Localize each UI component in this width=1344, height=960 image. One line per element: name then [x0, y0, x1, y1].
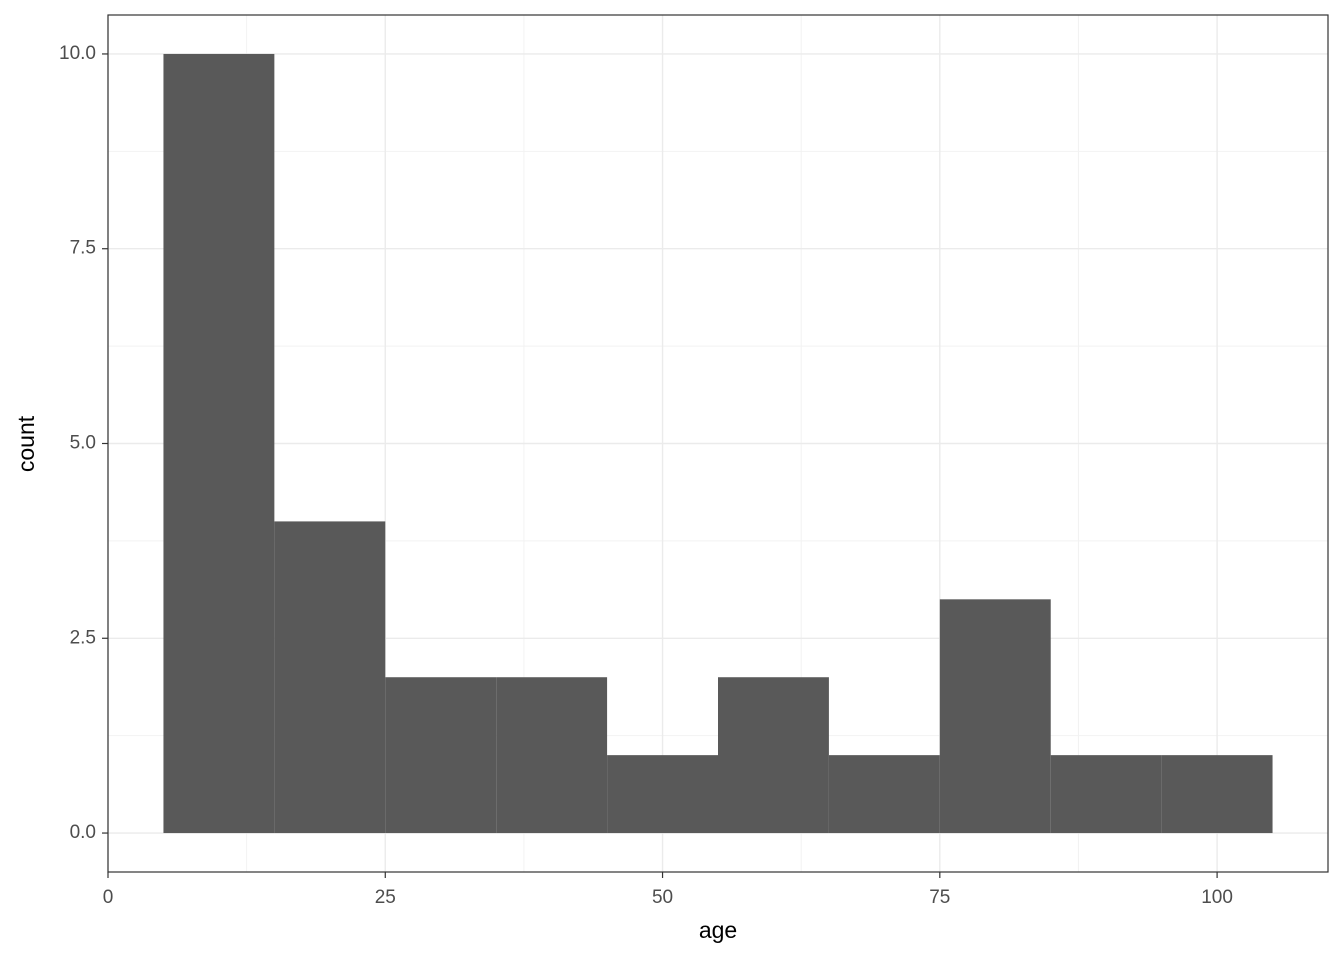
- x-tick-label: 75: [929, 887, 950, 908]
- y-tick-label: 0.0: [70, 822, 96, 843]
- bar: [939, 599, 1051, 834]
- y-axis-title: count: [13, 415, 39, 472]
- x-tick-label: 100: [1201, 887, 1233, 908]
- x-tick-label: 25: [375, 887, 396, 908]
- y-tick-label: 7.5: [70, 238, 96, 259]
- panel-border: [107, 14, 1329, 873]
- x-tick-label: 50: [652, 887, 673, 908]
- bar: [828, 755, 940, 834]
- x-tick-label: 0: [103, 887, 114, 908]
- bar: [1161, 755, 1273, 834]
- x-axis-title: age: [699, 917, 737, 943]
- y-tick-label: 2.5: [70, 627, 96, 648]
- bar: [1050, 755, 1162, 834]
- bar: [385, 677, 497, 834]
- y-tick-label: 10.0: [59, 43, 96, 64]
- bar: [607, 755, 718, 834]
- bar: [496, 677, 608, 834]
- bar: [163, 53, 275, 834]
- bar: [274, 521, 386, 834]
- y-tick-label: 5.0: [70, 433, 96, 454]
- bar: [718, 677, 829, 834]
